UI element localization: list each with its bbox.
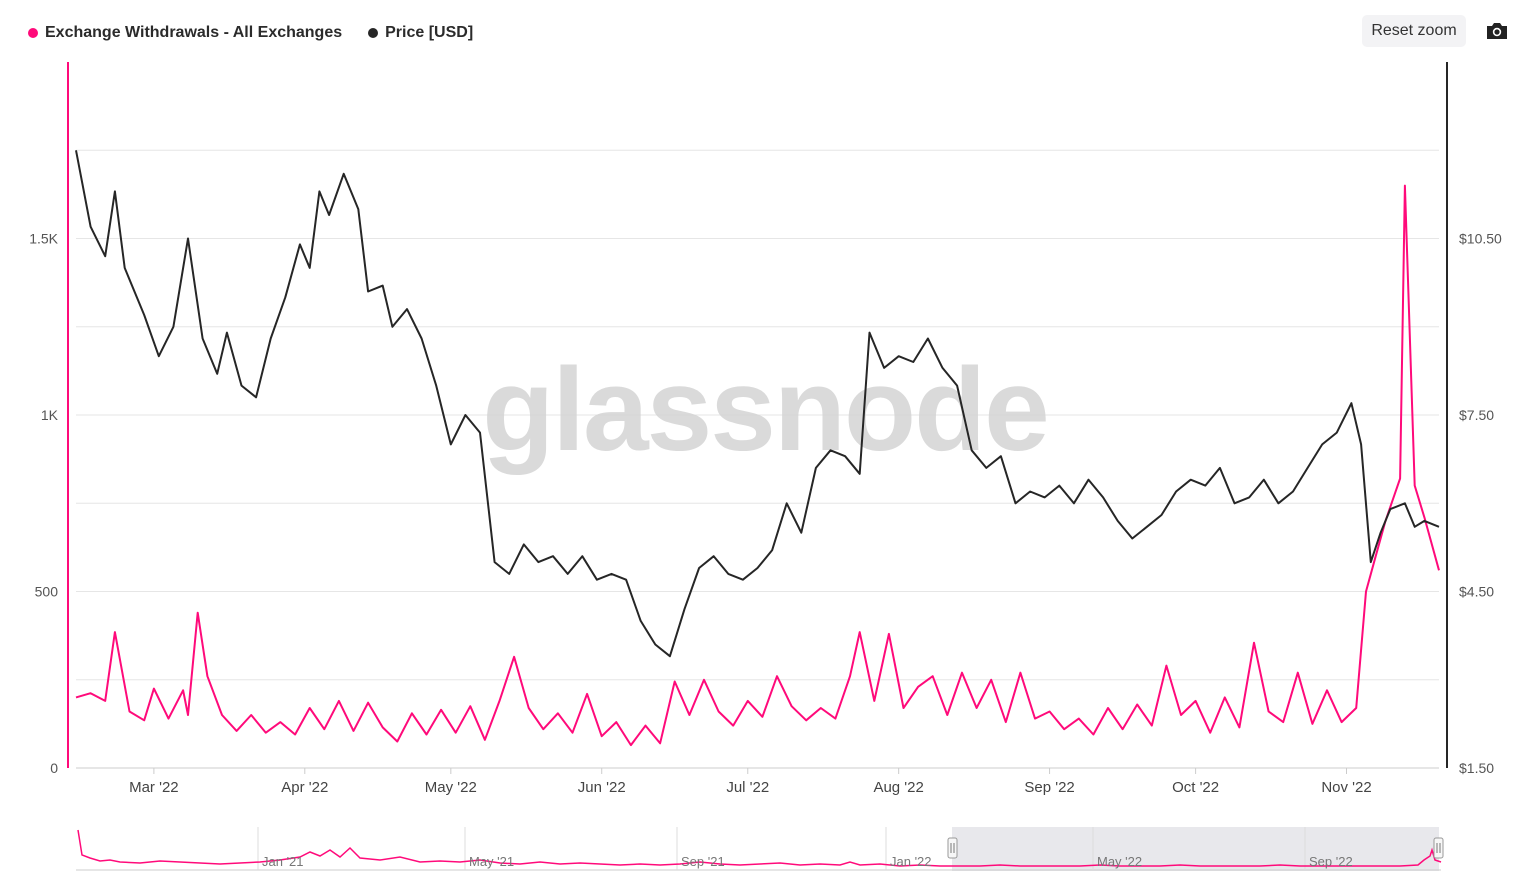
- navigator-label: Jan '21: [262, 854, 304, 869]
- left-axis-ticks: 0 500 1K 1.5K: [29, 231, 58, 777]
- x-axis-tick-label: May '22: [425, 779, 477, 796]
- navigator-label: Jan '22: [890, 854, 932, 869]
- right-axis-ticks: $1.50 $4.50 $7.50 $10.50: [1459, 231, 1502, 777]
- left-axis-tick-label: 500: [35, 584, 59, 600]
- x-axis-tick-label: Apr '22: [281, 779, 328, 796]
- x-axis-tick-label: Jul '22: [726, 779, 769, 796]
- withdrawals-legend-dot: [28, 28, 38, 38]
- price-series-line: [75, 150, 1440, 658]
- reset-zoom-button[interactable]: Reset zoom: [1362, 15, 1466, 47]
- x-axis-tick-label: Jun '22: [578, 779, 626, 796]
- legend: Exchange Withdrawals - All Exchanges Pri…: [28, 24, 473, 42]
- camera-icon[interactable]: [1484, 18, 1510, 44]
- navigator-handle-left[interactable]: [947, 837, 958, 859]
- left-axis-tick-label: 0: [50, 760, 58, 776]
- price-legend-dot: [368, 28, 379, 38]
- x-axis-tick-label: Mar '22: [129, 779, 179, 796]
- x-axis-tick-label: Sep '22: [1024, 779, 1074, 796]
- withdrawals-series-line: [75, 184, 1440, 747]
- right-axis-tick-label: $1.50: [1459, 760, 1494, 776]
- x-axis-tick-label: Aug '22: [873, 779, 923, 796]
- navigator-labels: Jan '21 May '21 Sep '21 Jan '22 May '22 Sep '…: [262, 854, 1353, 869]
- navigator-handle-right[interactable]: [1433, 837, 1444, 859]
- navigator-mask: [952, 827, 1439, 871]
- right-axis-tick-label: $4.50: [1459, 584, 1494, 600]
- navigator[interactable]: Jan '21 May '21 Sep '21 Jan '22 May '22 Sep '…: [76, 827, 1444, 871]
- x-axis-tick-label: Nov '22: [1321, 779, 1371, 796]
- navigator-label: May '21: [469, 854, 514, 869]
- right-axis-tick-label: $7.50: [1459, 407, 1494, 423]
- legend-item-price[interactable]: Price [USD]: [368, 24, 473, 42]
- right-axis-tick-label: $10.50: [1459, 231, 1502, 247]
- navigator-grid: [257, 827, 1306, 870]
- navigator-label: May '22: [1097, 854, 1142, 869]
- price-legend-label: Price [USD]: [385, 24, 474, 41]
- left-axis-tick-label: 1.5K: [29, 231, 58, 247]
- camera-icon-graphic: [1487, 23, 1507, 39]
- x-axis-tick-label: Oct '22: [1172, 779, 1219, 796]
- navigator-label: Sep '21: [681, 854, 725, 869]
- left-axis-tick-label: 1K: [41, 407, 59, 423]
- watermark: glassnode: [482, 344, 1048, 476]
- withdrawals-legend-label: Exchange Withdrawals - All Exchanges: [45, 24, 343, 41]
- x-axis-ticks: Mar '22 Apr '22 May '22 Jun '22 Jul '22 Aug '…: [76, 767, 1439, 796]
- navigator-series-line: [77, 829, 1442, 867]
- legend-item-withdrawals[interactable]: Exchange Withdrawals - All Exchanges: [28, 24, 342, 42]
- navigator-label: Sep '22: [1309, 854, 1353, 869]
